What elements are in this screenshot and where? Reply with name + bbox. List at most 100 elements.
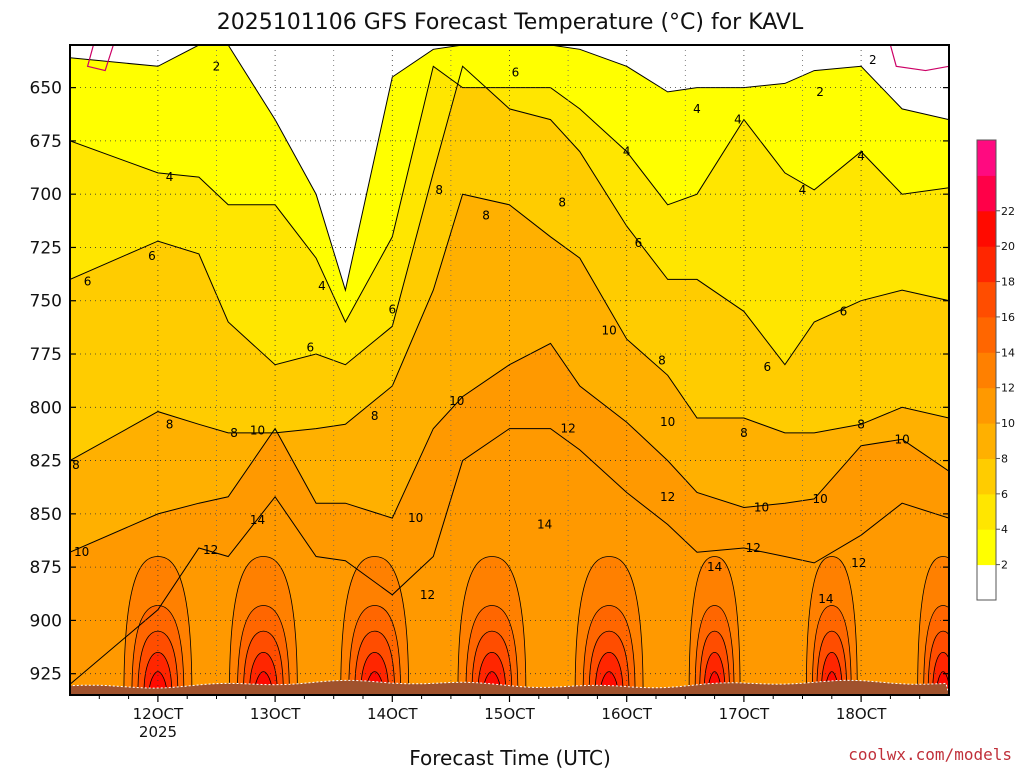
contour-label-44: 14 — [537, 518, 552, 532]
colorbar-swatch-6 — [977, 352, 996, 389]
contour-label-42: 12 — [851, 556, 866, 570]
contour-label-40: 12 — [660, 490, 675, 504]
contour-label-32: 10 — [601, 324, 616, 338]
contour-label-10: 6 — [84, 275, 92, 289]
contour-label-12: 6 — [306, 341, 314, 355]
contour-label-19: 8 — [230, 426, 238, 440]
isotherm-0-left — [86, 45, 114, 72]
contour-label-41: 12 — [746, 541, 761, 555]
contour-label-16: 6 — [763, 360, 771, 374]
y-tick-label-4: 750 — [30, 292, 62, 312]
colorbar-label-10: 22 — [1001, 205, 1015, 218]
contour-label-34: 10 — [754, 501, 769, 515]
y-tick-label-3: 725 — [30, 238, 62, 258]
contour-label-30: 10 — [408, 511, 423, 525]
colorbar-label-9: 20 — [1001, 240, 1015, 253]
contour-label-45: 14 — [707, 560, 722, 574]
y-tick-label-11: 925 — [30, 665, 62, 685]
contour-label-5: 4 — [623, 145, 631, 159]
credit-text: coolwx.com/models — [848, 745, 1012, 764]
colorbar-frame — [976, 139, 997, 601]
contour-label-29: 10 — [250, 424, 265, 438]
isotherm-12 — [70, 428, 949, 685]
x-tick-label-3: 15OCT — [484, 705, 535, 723]
y-tick-label-7: 825 — [30, 452, 62, 472]
x-tick-label-1: 13OCT — [250, 705, 301, 723]
terrain-surface — [70, 679, 949, 695]
grid-lines — [70, 45, 949, 695]
contour-label-8: 4 — [799, 183, 807, 197]
y-tick-label-10: 900 — [30, 611, 62, 631]
x-axis-label: Forecast Time (UTC) — [409, 746, 611, 768]
contour-label-23: 8 — [558, 196, 566, 210]
contour-label-43: 14 — [250, 513, 265, 527]
colorbar-swatch-9 — [977, 246, 996, 283]
contour-label-33: 10 — [660, 415, 675, 429]
colorbar-swatch-0 — [977, 564, 996, 601]
x-axis-year: 2025 — [139, 723, 177, 741]
colorbar-label-4: 10 — [1001, 417, 1015, 430]
colorbar-label-7: 16 — [1001, 311, 1015, 324]
chart-title: 2025101106 GFS Forecast Temperature (°C)… — [217, 10, 804, 35]
isotherm-8 — [70, 193, 949, 462]
colorbar-label-0: 2 — [1001, 559, 1008, 572]
x-tick-label-6: 18OCT — [836, 705, 887, 723]
y-tick-label-8: 850 — [30, 505, 62, 525]
contour-label-15: 6 — [635, 236, 643, 250]
colorbar-label-8: 18 — [1001, 276, 1015, 289]
colorbar-swatch-3 — [977, 458, 996, 495]
colorbar-label-1: 4 — [1001, 523, 1008, 536]
contour-label-31: 10 — [449, 394, 464, 408]
colorbar-swatch-1 — [977, 529, 996, 566]
contour-label-24: 8 — [658, 353, 666, 367]
colorbar-swatch-11 — [977, 175, 996, 212]
contour-label-36: 10 — [894, 432, 909, 446]
colorbar-swatch-12 — [977, 140, 996, 176]
x-tick-label-4: 16OCT — [601, 705, 652, 723]
y-tick-label-6: 800 — [30, 398, 62, 418]
y-tick-label-5: 775 — [30, 345, 62, 365]
contour-label-7: 4 — [734, 113, 742, 127]
contour-label-21: 8 — [435, 183, 443, 197]
y-tick-label-2: 700 — [30, 185, 62, 205]
colorbar-label-5: 12 — [1001, 382, 1015, 395]
x-axis: 12OCT 13OCT 14OCT 15OCT 16OCT 17OCT 18OCT — [98, 695, 921, 723]
contour-label-46: 14 — [818, 592, 833, 606]
contour-label-9: 4 — [857, 149, 865, 163]
y-tick-label-1: 675 — [30, 132, 62, 152]
contour-label-39: 12 — [560, 422, 575, 436]
contour-label-26: 8 — [857, 417, 865, 431]
contour-label-17: 6 — [840, 304, 848, 318]
contour-label-22: 8 — [482, 209, 490, 223]
contour-label-11: 6 — [148, 249, 156, 263]
band-below-2 — [70, 45, 949, 291]
colorbar-label-2: 6 — [1001, 488, 1008, 501]
contour-label-13: 6 — [388, 302, 396, 316]
contour-labels: 2 2 2 4 4 4 4 4 4 4 6 6 6 6 6 6 6 6 8 8 8 8 8 8 8 8 8 8 10 10 10 10 10 10… — [72, 53, 910, 606]
contour-label-0: 2 — [213, 59, 221, 73]
colorbar-swatch-4 — [977, 423, 996, 459]
colorbar-label-6: 14 — [1001, 346, 1015, 359]
isotherm-2 — [70, 45, 949, 293]
y-tick-label-9: 875 — [30, 558, 62, 578]
colorbar-label-3: 8 — [1001, 453, 1008, 466]
x-tick-label-5: 17OCT — [719, 705, 770, 723]
isotherm-6 — [70, 65, 949, 366]
x-tick-label-2: 14OCT — [367, 705, 418, 723]
contour-label-38: 12 — [420, 588, 435, 602]
y-axis: 650 675 700 725 750 775 800 825 850 875 900 925 — [30, 79, 949, 685]
contour-label-37: 12 — [203, 543, 218, 557]
colorbar-swatch-8 — [977, 281, 996, 318]
contour-label-4: 4 — [318, 279, 326, 293]
contour-label-28: 10 — [74, 545, 89, 559]
contour-label-18: 8 — [166, 417, 174, 431]
colorbar-swatch-5 — [977, 387, 996, 424]
contour-label-35: 10 — [812, 492, 827, 506]
contour-label-14: 6 — [512, 66, 520, 80]
contour-label-27: 8 — [72, 458, 80, 472]
plot-area: 2 2 2 4 4 4 4 4 4 4 6 6 6 6 6 6 6 6 8 8 8 8 8 8 8 8 8 8 10 10 10 10 10 10… — [70, 45, 949, 695]
colorbar-swatch-7 — [977, 316, 996, 353]
contour-label-3: 4 — [166, 170, 174, 184]
contour-label-6: 4 — [693, 102, 701, 116]
